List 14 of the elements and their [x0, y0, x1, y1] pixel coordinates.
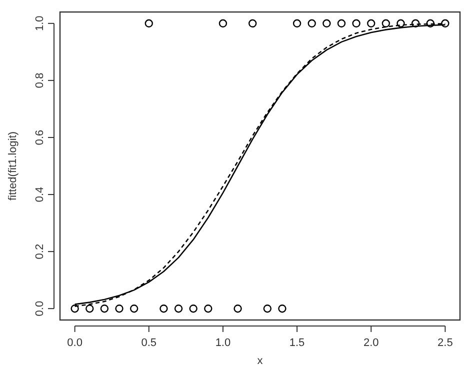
y-tick-label: 0.0 [34, 300, 46, 316]
y-axis-title: fitted(fit1.logit) [7, 131, 19, 201]
x-axis-title: x [257, 355, 264, 367]
y-tick-label: 0.8 [34, 72, 46, 88]
x-tick-label: 1.5 [289, 337, 305, 349]
x-tick-label: 1.0 [215, 337, 231, 349]
x-tick-label: 2.0 [363, 337, 379, 349]
x-tick-label: 2.5 [438, 337, 453, 349]
y-tick-label: 0.2 [34, 244, 46, 260]
y-tick-label: 0.4 [34, 186, 46, 202]
x-tick-label: 0.5 [141, 337, 157, 349]
x-tick-label: 0.0 [67, 337, 82, 349]
y-tick-label: 0.6 [34, 130, 46, 146]
y-tick-label: 1.0 [34, 16, 46, 32]
